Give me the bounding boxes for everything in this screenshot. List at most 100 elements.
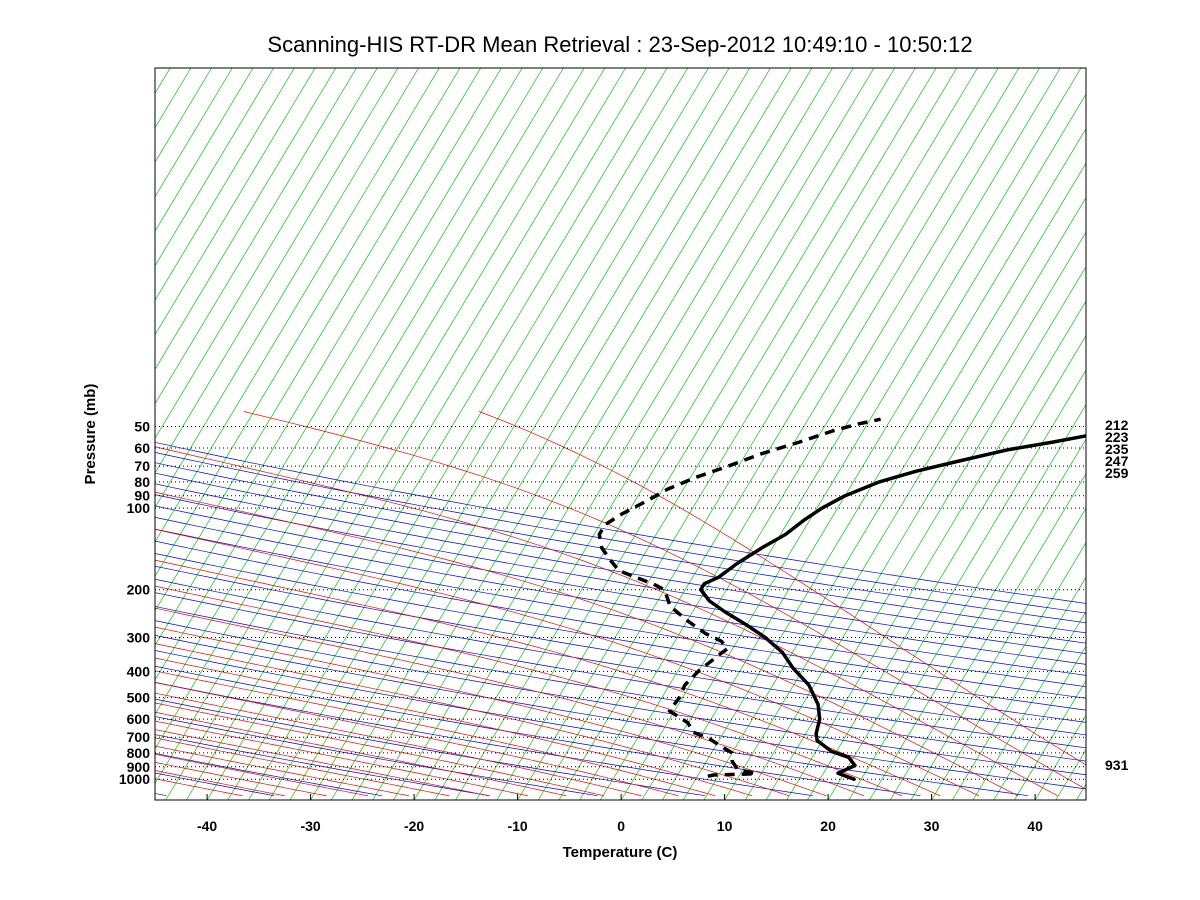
moist-adiabat-line [155, 770, 285, 797]
isotherm-line [393, 68, 833, 800]
isotherm-line [434, 68, 875, 800]
isotherm-line [155, 68, 440, 543]
dry-adiabat-line [155, 592, 1086, 749]
isotherm-line [155, 68, 523, 681]
moist-adiabat-line [155, 761, 327, 797]
moist-adiabat-line [155, 737, 450, 797]
isotherm-line [579, 68, 1020, 800]
dry-adiabat-line [155, 606, 1086, 762]
y-tick-label: 800 [127, 745, 151, 761]
moist-adiabat-line [155, 702, 605, 797]
isotherm-line [744, 231, 1086, 800]
moist-adiabat-line [243, 411, 1086, 790]
right-label: 223 [1105, 429, 1129, 445]
isotherm-line [155, 68, 544, 716]
dry-adiabat-line [155, 698, 706, 797]
isotherm-line [724, 196, 1086, 800]
x-tick-label: 0 [617, 818, 625, 834]
moist-adiabat-line [155, 720, 528, 797]
isotherm-line [155, 68, 502, 647]
y-axis-label: Pressure (mb) [82, 384, 99, 485]
isotherm-line [165, 68, 606, 800]
right-label: 931 [1105, 757, 1129, 773]
y-tick-label: 1000 [119, 771, 150, 787]
right-label: 247 [1105, 453, 1129, 469]
moist-adiabat-line [155, 711, 567, 797]
isotherm-line [600, 68, 1040, 800]
dry-adiabat-line [155, 716, 598, 797]
dry-adiabat-line [155, 462, 1086, 624]
isotherm-line [620, 68, 1061, 800]
isotherm-line [155, 68, 316, 336]
dry-adiabat-line [155, 650, 1029, 797]
isotherm-line [972, 610, 1086, 800]
dry-adiabat-line [155, 553, 1086, 711]
isotherm-line [155, 68, 295, 302]
isotherm-line [155, 68, 275, 267]
dry-adiabat-line [155, 472, 1086, 634]
dry-adiabat-line [155, 540, 1086, 699]
moist-adiabat-line [155, 528, 980, 797]
isotherm-line [475, 68, 916, 800]
moist-adiabat-line [155, 745, 409, 797]
isotherm-line [848, 403, 1086, 800]
isotherm-line [155, 68, 564, 750]
x-tick-label: -30 [300, 818, 320, 834]
y-tick-label: 600 [127, 711, 151, 727]
x-tick-label: 10 [717, 818, 733, 834]
x-tick-label: 20 [820, 818, 836, 834]
dry-adiabat-line [155, 442, 1086, 604]
y-tick-label: 200 [127, 582, 151, 598]
dry-adiabat-line [155, 681, 813, 797]
x-tick-label: 40 [1027, 818, 1043, 834]
isotherm-line [330, 68, 771, 800]
isotherm-line [682, 127, 1086, 800]
isotherm-line [993, 645, 1086, 800]
isotherm-line [155, 68, 399, 474]
y-tick-label: 400 [127, 663, 151, 679]
background-grid-lines [155, 68, 1086, 800]
chart-title: Scanning-HIS RT-DR Mean Retrieval : 23-S… [267, 32, 972, 57]
isotherm-line [827, 369, 1086, 800]
isotherm-line [662, 93, 1086, 800]
y-tick-label: 500 [127, 690, 151, 706]
isotherm-line [372, 68, 813, 800]
moist-adiabat-line [155, 753, 369, 797]
isotherm-line [455, 68, 896, 800]
right-label: 235 [1105, 441, 1129, 457]
isotherm-line [155, 68, 482, 612]
dry-adiabat-line [155, 516, 1086, 676]
right-label: 259 [1105, 465, 1129, 481]
isotherm-line [537, 68, 978, 800]
isotherm-line [155, 68, 233, 198]
isotherm-line [206, 68, 647, 800]
isotherm-line [558, 68, 999, 800]
moist-adiabat-line [155, 491, 1019, 797]
isotherm-line [155, 68, 461, 578]
y-tick-label: 90 [134, 488, 150, 504]
dry-adiabat-line [155, 452, 1086, 614]
right-label: 212 [1105, 417, 1129, 433]
isotherm-line [807, 334, 1086, 800]
isotherm-line [155, 68, 254, 233]
temperature-profile-line [698, 434, 1086, 781]
moist-adiabat-line [155, 657, 753, 797]
y-tick-label: 900 [127, 759, 151, 775]
isotherm-line [268, 68, 709, 800]
moist-adiabat-line [155, 670, 716, 797]
y-tick-label: 100 [127, 500, 151, 516]
plot-frame [154, 67, 1087, 801]
dry-adiabat-line [155, 620, 1086, 776]
x-tick-label: 30 [924, 818, 940, 834]
isotherm-line [310, 68, 751, 800]
y-tick-label: 700 [127, 729, 151, 745]
dry-adiabat-line [155, 505, 1086, 665]
x-axis-label: Temperature (C) [563, 844, 678, 861]
isotherm-line [765, 265, 1086, 800]
isotherm-line [889, 472, 1086, 800]
moist-adiabat-line [155, 729, 489, 797]
sounding-profiles [597, 417, 1086, 781]
